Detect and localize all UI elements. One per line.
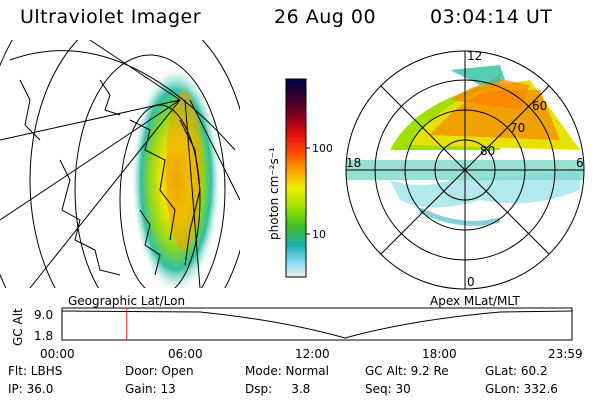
altitude-ytick-1: 1.8 xyxy=(34,329,53,343)
status-gain: Gain: 13 xyxy=(125,382,176,396)
status-dsp: Dsp: 3.8 xyxy=(245,382,311,396)
apex-caption: Apex MLat/MLT xyxy=(430,294,520,308)
latitude-grid xyxy=(0,40,240,288)
mlt-label-6: 6 xyxy=(576,156,584,170)
time-tick-2359: 23:59 xyxy=(548,347,583,361)
time-tick-1800: 18:00 xyxy=(422,347,457,361)
colorbar-tick-10: 10 xyxy=(312,228,326,241)
geographic-map xyxy=(0,40,240,288)
status-door: Door: Open xyxy=(125,364,194,378)
time-tick-1200: 12:00 xyxy=(295,347,330,361)
status-glon: GLon: 332.6 xyxy=(485,382,558,396)
time-tick-0600: 06:00 xyxy=(168,347,203,361)
status-gc-alt: GC Alt: 9.2 Re xyxy=(365,364,449,378)
date-label: 26 Aug 00 xyxy=(274,6,377,28)
coastlines xyxy=(19,79,201,276)
mlat-label-80: 80 xyxy=(480,144,495,158)
status-ip: IP: 36.0 xyxy=(8,382,54,396)
time-label: 03:04:14 UT xyxy=(430,6,553,28)
colorbar-tick-100: 100 xyxy=(312,142,332,155)
status-mode: Mode: Normal xyxy=(245,364,329,378)
mlat-label-60: 60 xyxy=(532,99,547,113)
status-seq: Seq: 30 xyxy=(365,382,411,396)
mlt-label-0: 0 xyxy=(467,275,475,289)
polar-mlat-mlt-plot: 12 18 6 0 60 70 80 xyxy=(345,49,585,290)
mlt-label-18: 18 xyxy=(346,156,361,170)
colorbar-unit-label: photon cm⁻²s⁻¹ xyxy=(267,147,281,240)
altitude-curve xyxy=(61,310,573,339)
altitude-plot: GC Alt 9.0 1.8 00:00 06:00 12:00 18:00 2… xyxy=(11,307,583,361)
polar-grid xyxy=(345,50,585,290)
instrument-title: Ultraviolet Imager xyxy=(20,6,202,28)
mlat-label-70: 70 xyxy=(510,121,525,135)
altitude-ytick-9: 9.0 xyxy=(34,308,53,322)
status-filter: Flt: LBHS xyxy=(8,364,63,378)
time-tick-0000: 00:00 xyxy=(40,347,75,361)
colorbar: 100 10 photon cm⁻²s⁻¹ xyxy=(267,78,332,278)
mlt-label-12: 12 xyxy=(467,49,482,63)
altitude-ylabel: GC Alt xyxy=(11,308,25,346)
longitude-grid xyxy=(0,40,240,288)
status-glat: GLat: 60.2 xyxy=(485,364,548,378)
geographic-caption: Geographic Lat/Lon xyxy=(68,294,186,308)
